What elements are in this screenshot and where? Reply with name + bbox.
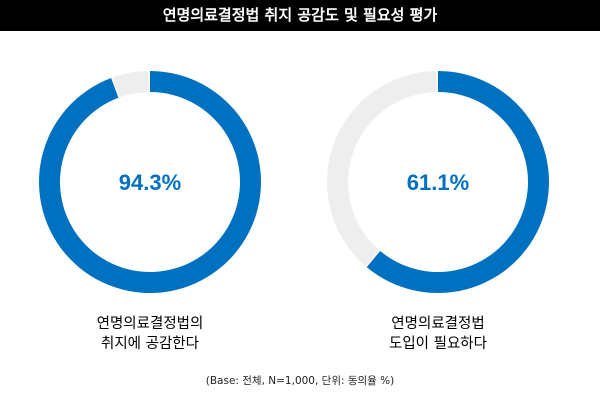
chart-title: 연명의료결정법 취지 공감도 및 필요성 평가: [0, 0, 600, 31]
donut-2-remainder-slice: [327, 71, 437, 267]
donut-1-caption: 연명의료결정법의 취지에 공감한다: [35, 314, 265, 354]
footnote: (Base: 전체, N=1,000, 단위: 동의율 %): [205, 375, 395, 387]
donut-2-caption-line-2: 도입이 필요하다: [389, 336, 487, 352]
donut-2-caption: 연명의료결정법 도입이 필요하다: [323, 314, 553, 354]
donut-1-remainder-slice: [112, 71, 149, 98]
donut-1-caption-line-2: 취지에 공감한다: [101, 336, 199, 352]
donut-2-caption-line-1: 연명의료결정법: [391, 316, 485, 332]
donut-2-value-label: 61.1%: [407, 170, 469, 195]
donut-1-caption-line-1: 연명의료결정법의: [96, 316, 204, 332]
donut-1-value-label: 94.3%: [119, 170, 181, 195]
donut-2-value-slice: [366, 71, 550, 293]
